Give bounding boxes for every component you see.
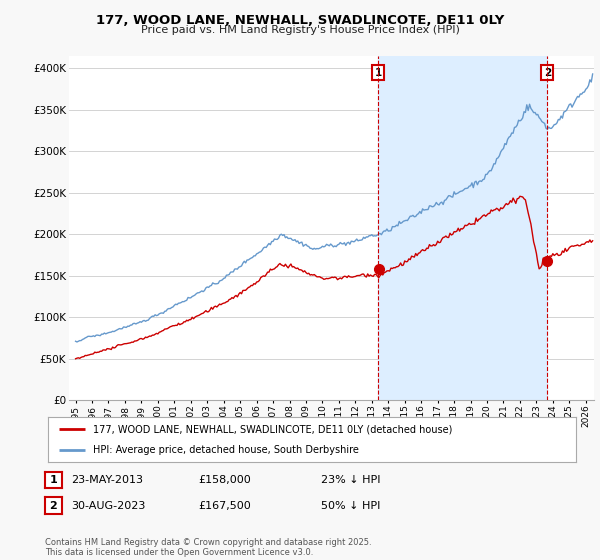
Text: 1: 1	[50, 475, 57, 485]
Text: 1: 1	[374, 68, 382, 78]
Text: Contains HM Land Registry data © Crown copyright and database right 2025.
This d: Contains HM Land Registry data © Crown c…	[45, 538, 371, 557]
Text: 2: 2	[50, 501, 57, 511]
Text: 177, WOOD LANE, NEWHALL, SWADLINCOTE, DE11 0LY: 177, WOOD LANE, NEWHALL, SWADLINCOTE, DE…	[96, 14, 504, 27]
Text: HPI: Average price, detached house, South Derbyshire: HPI: Average price, detached house, Sout…	[93, 445, 359, 455]
Text: 23-MAY-2013: 23-MAY-2013	[71, 475, 143, 485]
Bar	[378, 56, 547, 400]
Text: 30-AUG-2023: 30-AUG-2023	[71, 501, 145, 511]
Text: 2: 2	[544, 68, 551, 78]
Text: 23% ↓ HPI: 23% ↓ HPI	[321, 475, 380, 485]
Text: 177, WOOD LANE, NEWHALL, SWADLINCOTE, DE11 0LY (detached house): 177, WOOD LANE, NEWHALL, SWADLINCOTE, DE…	[93, 424, 452, 435]
Text: £158,000: £158,000	[198, 475, 251, 485]
Text: 50% ↓ HPI: 50% ↓ HPI	[321, 501, 380, 511]
Text: Price paid vs. HM Land Registry's House Price Index (HPI): Price paid vs. HM Land Registry's House …	[140, 25, 460, 35]
Text: £167,500: £167,500	[198, 501, 251, 511]
